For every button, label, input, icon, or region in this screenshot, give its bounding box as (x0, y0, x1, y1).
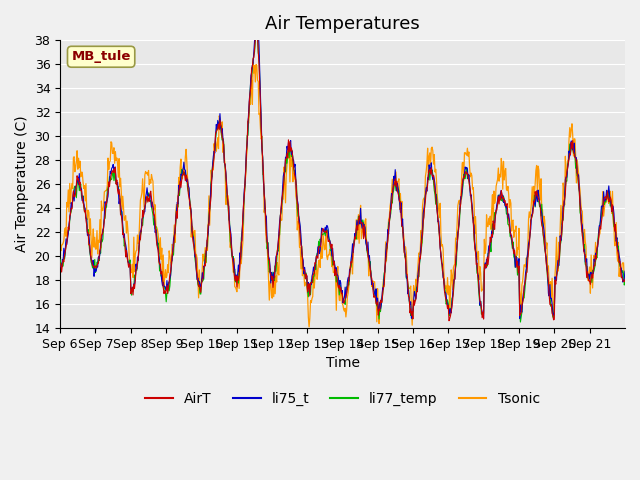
Text: MB_tule: MB_tule (72, 50, 131, 63)
Y-axis label: Air Temperature (C): Air Temperature (C) (15, 116, 29, 252)
X-axis label: Time: Time (326, 356, 360, 370)
Legend: AirT, li75_t, li77_temp, Tsonic: AirT, li75_t, li77_temp, Tsonic (140, 386, 545, 412)
Title: Air Temperatures: Air Temperatures (265, 15, 420, 33)
